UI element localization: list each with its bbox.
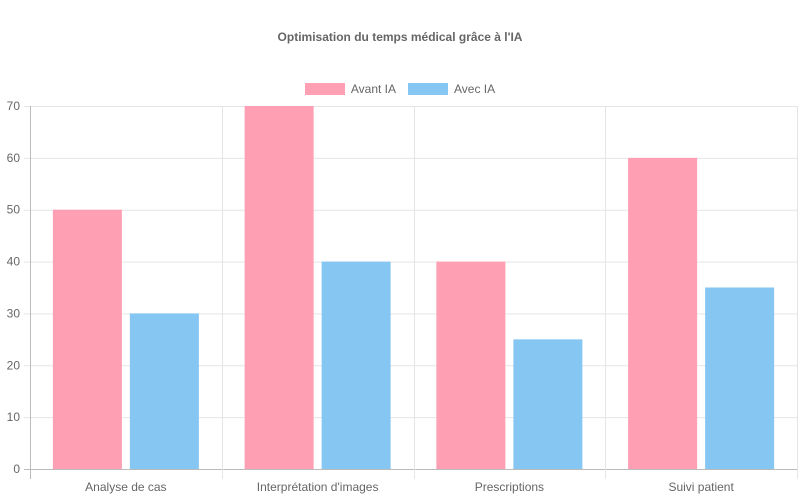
y-tick-label: 0 (13, 462, 20, 476)
x-tick-label: Suivi patient (668, 480, 734, 494)
bar-avant-ia[interactable] (436, 261, 506, 469)
x-tick-label: Prescriptions (475, 480, 544, 494)
legend-label: Avec IA (454, 82, 496, 96)
bar-avec-ia[interactable] (513, 339, 583, 469)
y-tick-label: 70 (7, 99, 21, 113)
legend-swatch-avec-ia (408, 83, 448, 95)
y-tick-label: 40 (7, 255, 21, 269)
y-tick-label: 20 (7, 358, 21, 372)
chart-title: Optimisation du temps médical grâce à l'… (277, 30, 523, 44)
legend-item-avant-ia[interactable]: Avant IA (304, 82, 396, 96)
y-tick-label: 60 (7, 151, 21, 165)
bar-avant-ia[interactable] (628, 157, 698, 469)
y-tick-label: 30 (7, 306, 21, 320)
bar-avant-ia[interactable] (52, 209, 122, 469)
x-tick-label: Analyse de cas (85, 480, 166, 494)
legend-item-avec-ia[interactable]: Avec IA (408, 82, 495, 96)
bar-avec-ia[interactable] (321, 261, 391, 469)
chart-legend: Avant IA Avec IA (0, 82, 800, 96)
legend-label: Avant IA (350, 82, 396, 96)
y-tick-label: 50 (7, 203, 21, 217)
x-tick-label: Interprétation d'images (257, 480, 379, 494)
bar-avec-ia[interactable] (705, 287, 775, 470)
bar-avec-ia[interactable] (129, 313, 199, 469)
legend-swatch-avant-ia (304, 83, 345, 95)
bar-avant-ia[interactable] (244, 106, 314, 469)
y-tick-label: 10 (7, 410, 21, 424)
